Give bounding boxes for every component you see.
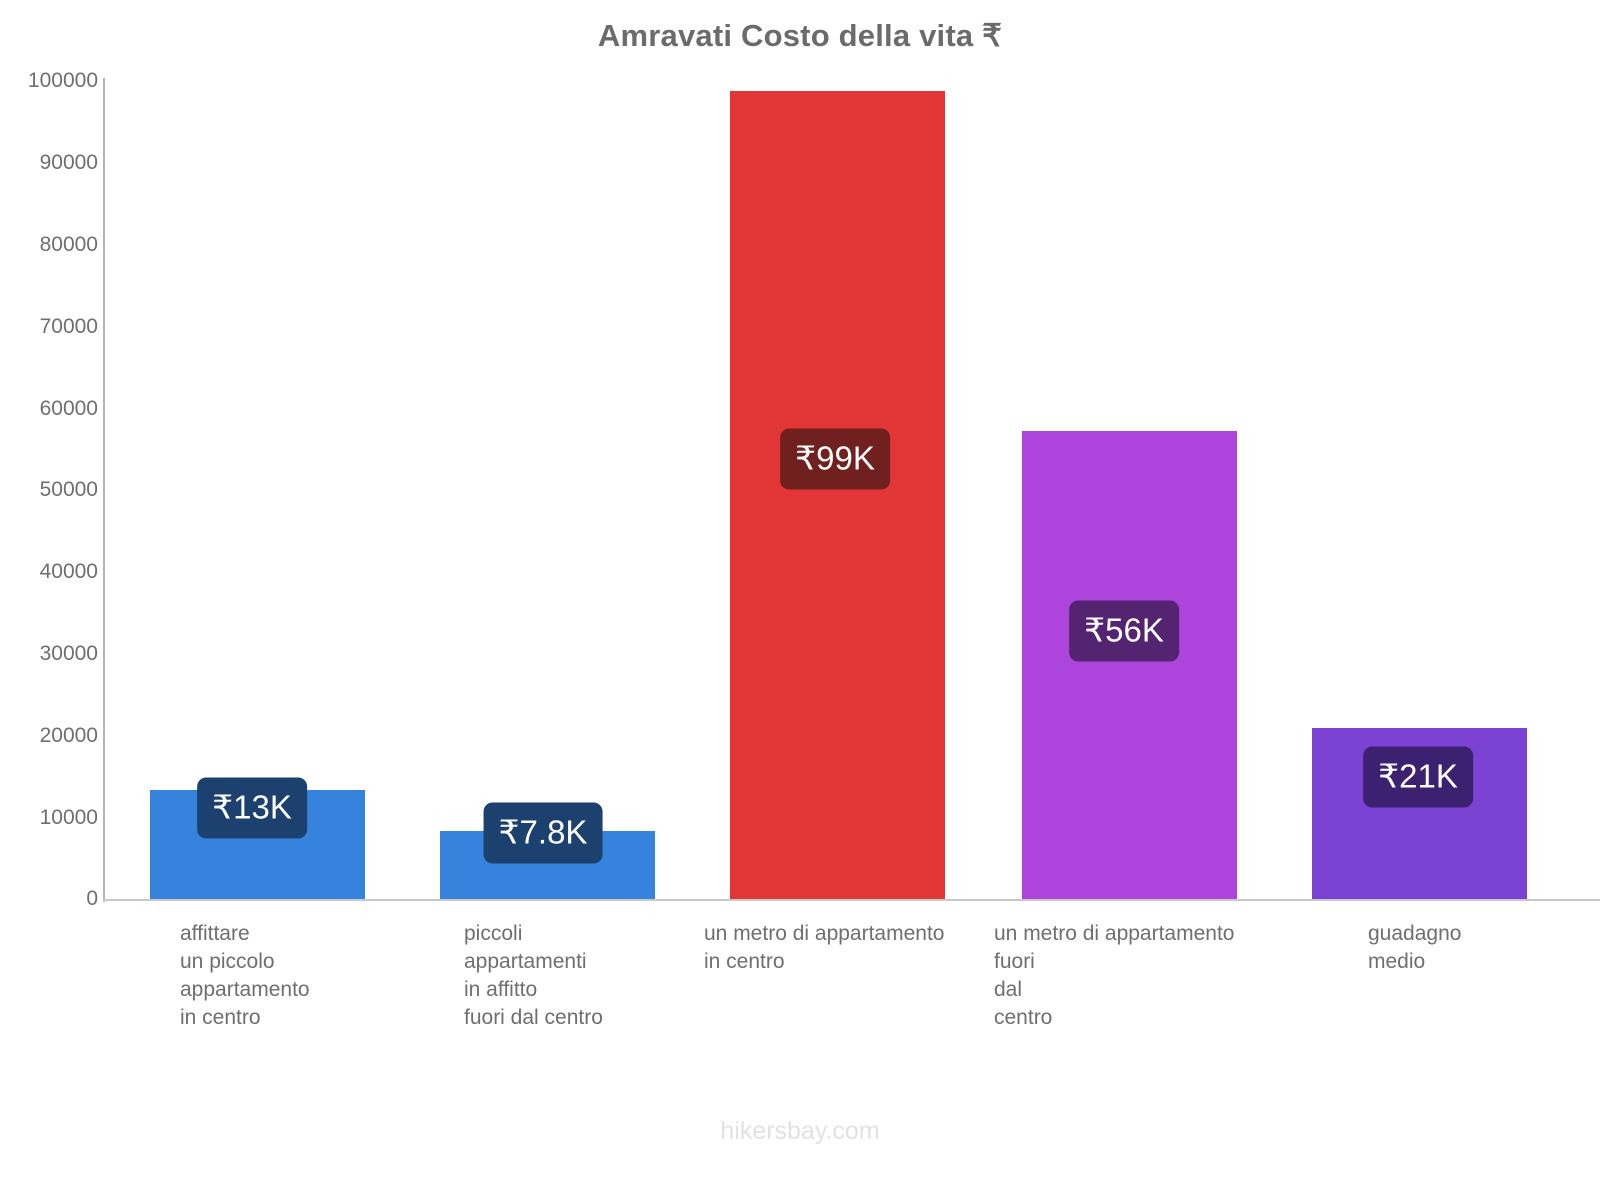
page-title: Amravati Costo della vita ₹	[597, 18, 1003, 53]
y-axis-tick: 50000	[39, 478, 98, 501]
x-axis-category-label: un metro di appartamento in centro	[704, 922, 945, 973]
bar[interactable]	[730, 91, 945, 899]
y-axis-tick: 80000	[39, 233, 98, 256]
x-axis-category-label: piccoli appartamenti in affitto fuori da…	[464, 922, 603, 1029]
y-axis-tick: 90000	[39, 151, 98, 174]
x-axis-line	[103, 899, 1600, 901]
y-axis-tick: 20000	[39, 724, 98, 747]
bar[interactable]	[1022, 431, 1237, 899]
x-axis-category-label: guadagno medio	[1368, 922, 1462, 973]
y-axis-tick: 70000	[39, 315, 98, 338]
bar-value-label: ₹56K	[1069, 600, 1179, 662]
bar-value-label: ₹21K	[1363, 746, 1473, 808]
bar-value-label: ₹13K	[197, 777, 307, 839]
y-axis-tick: 10000	[39, 806, 98, 829]
y-axis-tick-labels: 100000 90000 80000 70000 60000 50000 40000 3000…	[0, 0, 98, 1200]
y-axis-tick: 0	[86, 887, 98, 910]
footer-watermark: hikersbay.com	[720, 1117, 880, 1145]
y-axis-tick: 60000	[39, 397, 98, 420]
y-axis-tick: 30000	[39, 642, 98, 665]
bar-value-label: ₹7.8K	[483, 802, 603, 864]
x-axis-category-label: affittare un piccolo appartamento in cen…	[180, 922, 310, 1029]
y-axis-tick: 100000	[27, 69, 98, 92]
y-axis-line	[103, 78, 105, 902]
bar-value-label: ₹99K	[780, 428, 890, 490]
y-axis-tick: 40000	[39, 560, 98, 583]
x-axis-category-label: un metro di appartamento fuori dal centr…	[994, 922, 1235, 1029]
